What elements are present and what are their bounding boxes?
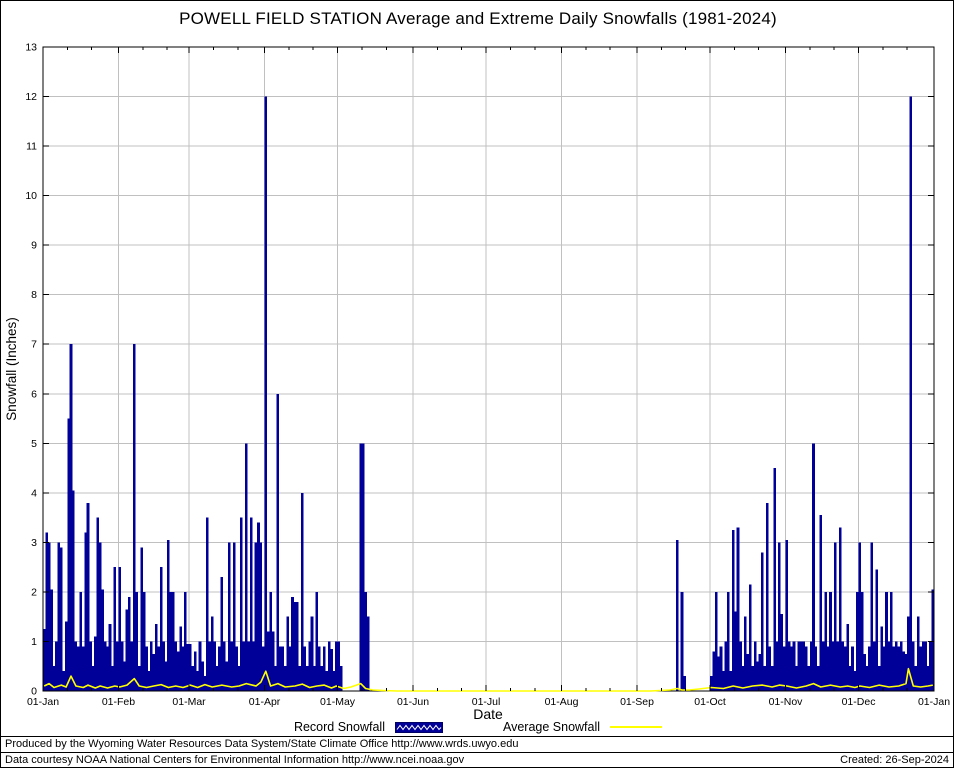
svg-text:2: 2 (31, 586, 37, 598)
svg-text:01-Nov: 01-Nov (769, 696, 804, 708)
svg-text:12: 12 (25, 91, 37, 103)
svg-text:01-Jun: 01-Jun (397, 696, 429, 708)
svg-text:01-Apr: 01-Apr (249, 696, 281, 708)
svg-text:01-Feb: 01-Feb (102, 696, 135, 708)
svg-text:01-Aug: 01-Aug (545, 696, 579, 708)
chart-title: POWELL FIELD STATION Average and Extreme… (179, 9, 777, 28)
svg-text:7: 7 (31, 339, 37, 351)
average-snowfall-line (43, 667, 933, 692)
footer: Produced by the Wyoming Water Resources … (1, 736, 953, 767)
svg-text:11: 11 (26, 141, 37, 153)
footer-data-courtesy: Data courtesy NOAA National Centers for … (1, 752, 953, 767)
axis-ticks (42, 46, 935, 692)
svg-text:01-Jan: 01-Jan (27, 696, 59, 708)
x-axis-label: Date (473, 706, 503, 722)
created-date: Created: 26-Sep-2024 (840, 754, 949, 766)
record-snowfall-swatch-icon (394, 721, 443, 733)
svg-text:3: 3 (31, 537, 37, 549)
footer-courtesy-text: Data courtesy NOAA National Centers for … (5, 754, 465, 766)
svg-text:10: 10 (25, 190, 37, 202)
svg-text:8: 8 (31, 289, 37, 301)
average-snowfall-line-icon (610, 726, 663, 728)
svg-text:1: 1 (31, 636, 37, 648)
svg-text:01-Mar: 01-Mar (172, 696, 206, 708)
svg-text:5: 5 (31, 438, 37, 450)
svg-text:01-Sep: 01-Sep (620, 696, 654, 708)
svg-text:01-Oct: 01-Oct (694, 696, 726, 708)
footer-produced-by: Produced by the Wyoming Water Resources … (1, 736, 953, 752)
svg-text:01-May: 01-May (320, 696, 356, 708)
svg-text:6: 6 (31, 388, 37, 400)
gridlines (43, 47, 934, 691)
svg-text:01-Jan: 01-Jan (918, 696, 950, 708)
legend: Record Snowfall Average Snowfall (1, 719, 953, 735)
svg-text:01-Dec: 01-Dec (842, 696, 876, 708)
plot-border (42, 46, 935, 692)
legend-average-label: Average Snowfall (502, 720, 601, 734)
svg-text:4: 4 (31, 487, 37, 499)
y-axis-label: Snowfall (Inches) (4, 317, 19, 421)
svg-text:01-Jul: 01-Jul (472, 696, 501, 708)
legend-record-label: Record Snowfall (293, 720, 385, 734)
svg-text:13: 13 (25, 42, 37, 54)
record-snowfall-bars (42, 96, 935, 692)
svg-text:0: 0 (31, 686, 37, 698)
svg-text:9: 9 (31, 240, 37, 252)
